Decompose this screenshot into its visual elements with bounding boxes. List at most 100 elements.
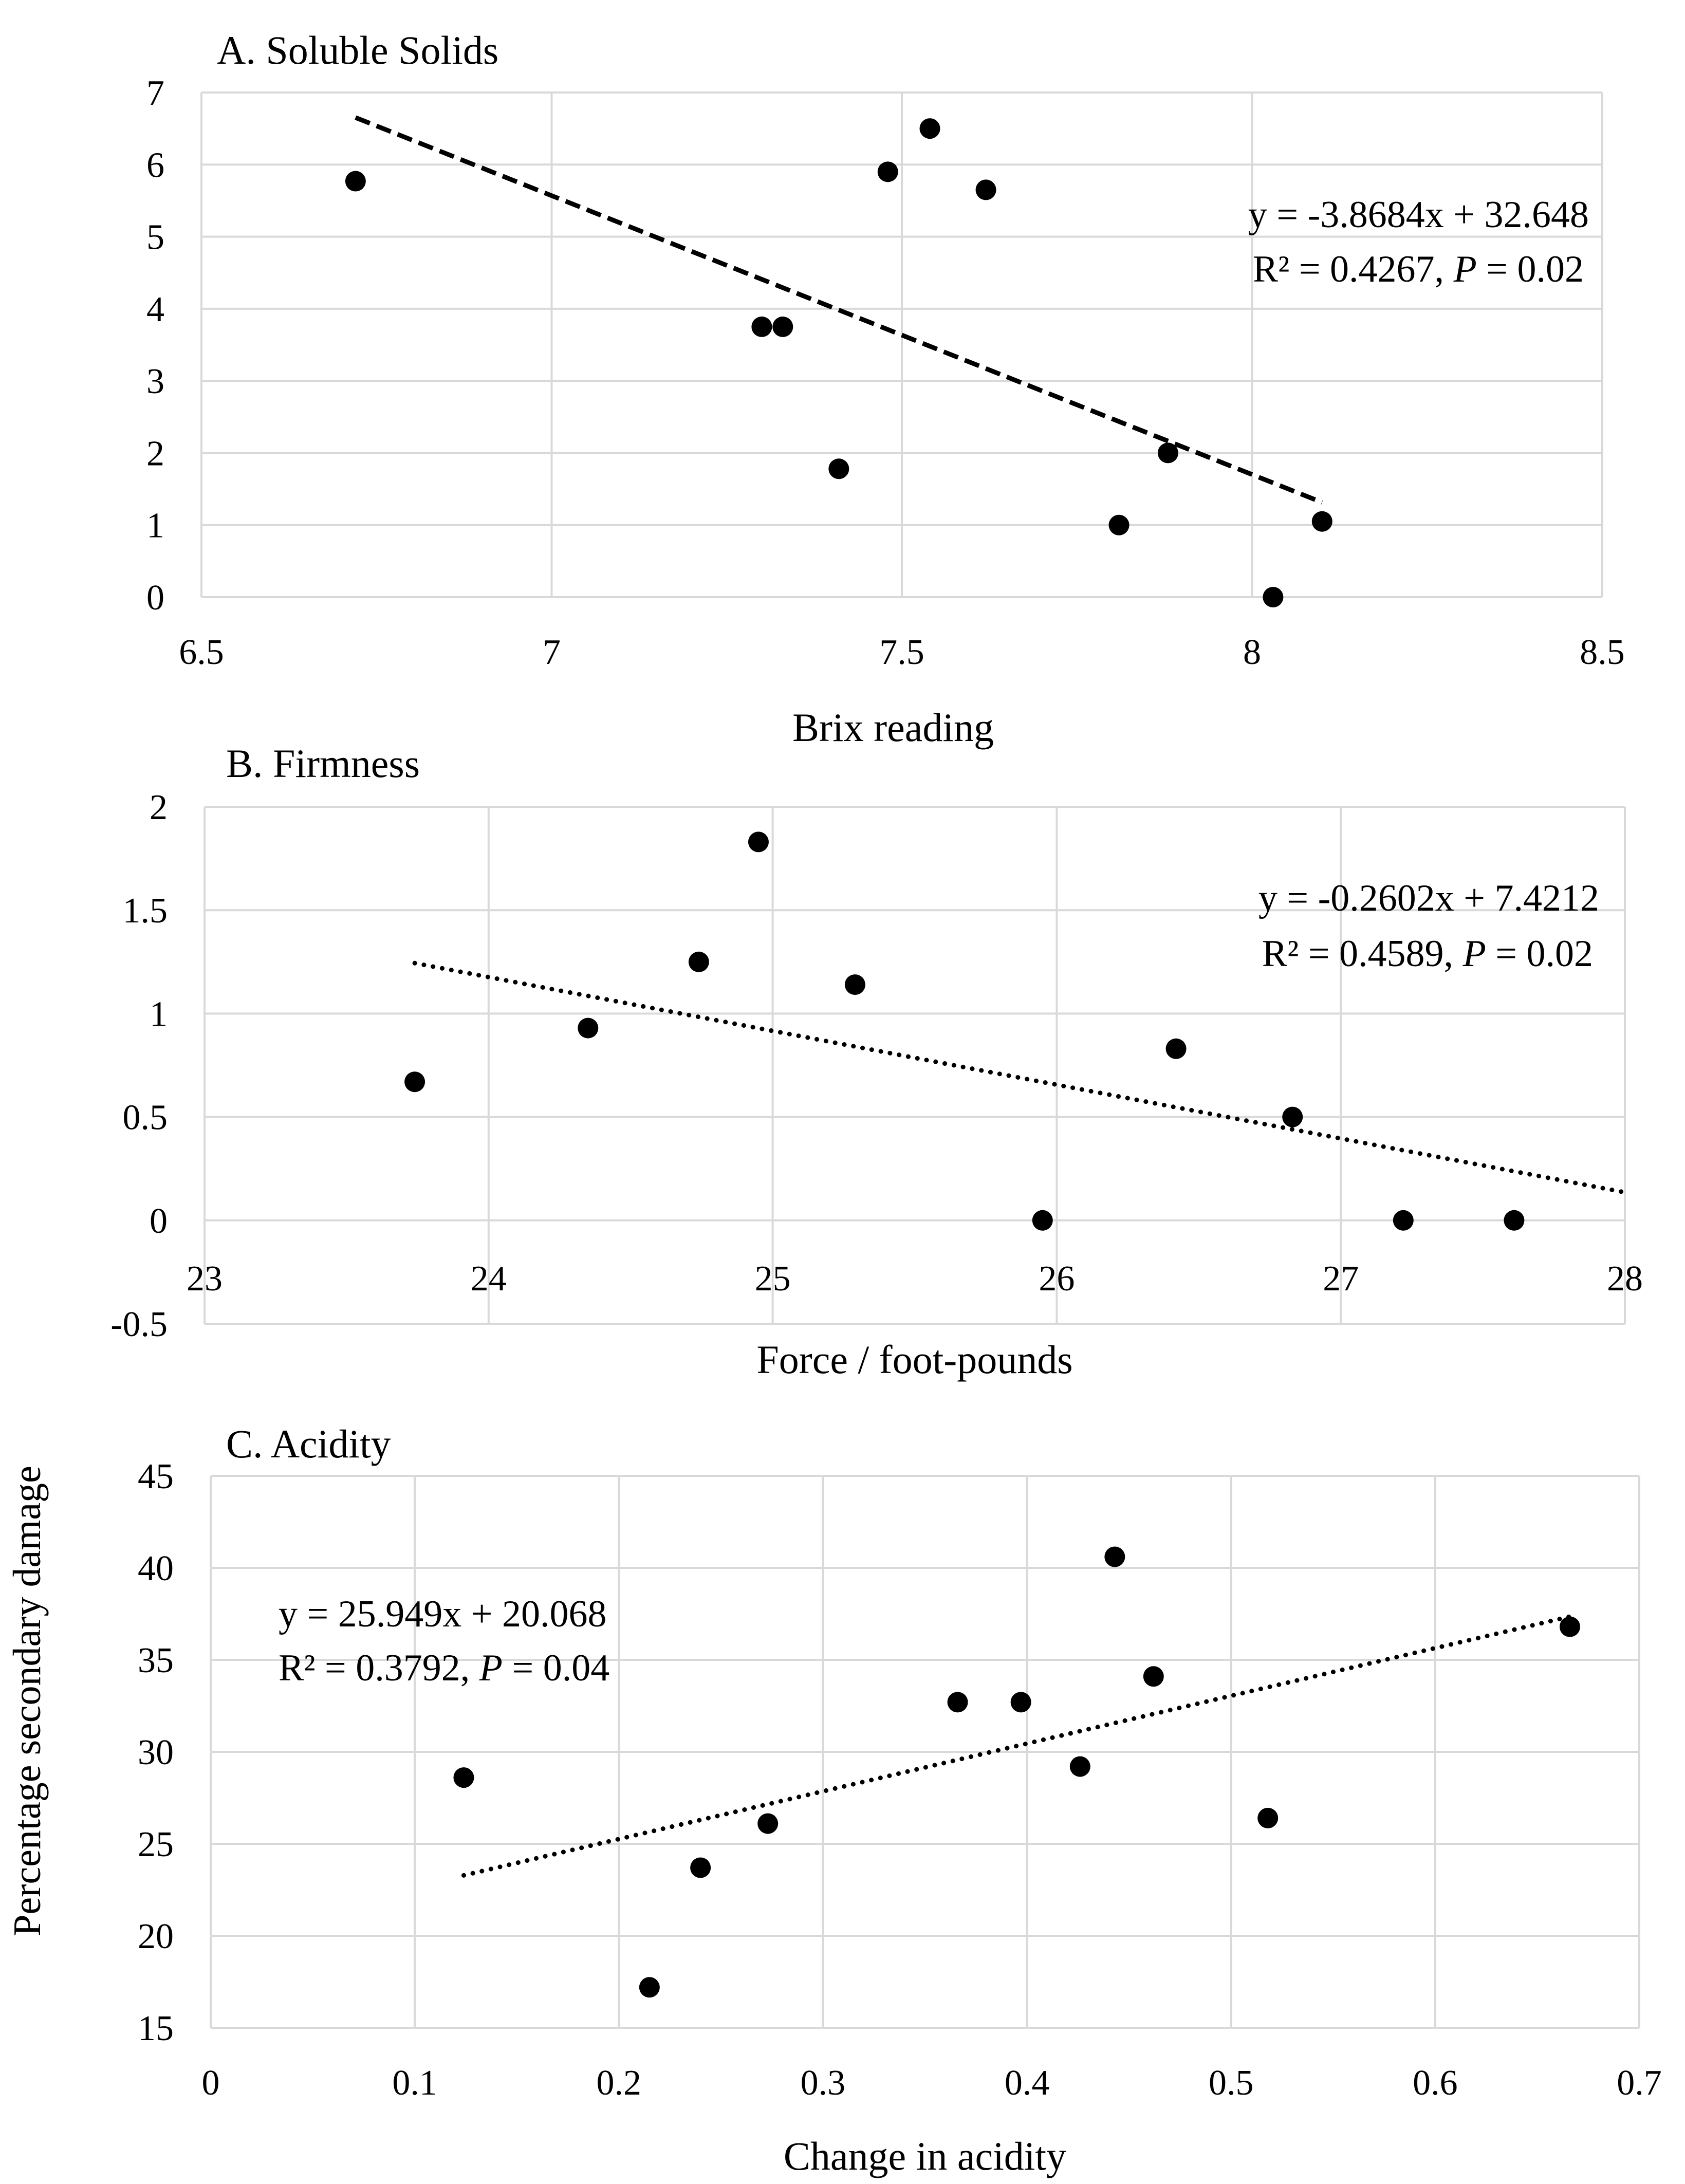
data-point: [688, 951, 709, 972]
trendline: [355, 115, 1323, 505]
data-point: [453, 1767, 474, 1788]
equation-label-firmness: y = -0.2602x + 7.4212: [1258, 877, 1599, 919]
data-point: [1263, 587, 1284, 607]
data-point: [1257, 1807, 1279, 1828]
shared-y-axis-label: Percentage secondary damage: [6, 1466, 49, 1936]
p-symbol-firmness: P: [1462, 933, 1486, 975]
y-tick-label: 25: [138, 1825, 174, 1864]
p-value-firmness: = 0.02: [1486, 933, 1593, 975]
chart-panel-firmness: 23 24 25 26 27 28 -0.5 0 0.5 1 1.5 2 B. Firmness F…: [110, 741, 1643, 1382]
y-tick-label: 45: [138, 1457, 174, 1496]
data-point: [1010, 1692, 1031, 1713]
data-point: [1108, 514, 1129, 535]
data-point: [947, 1692, 968, 1713]
x-tick-label: 0.7: [1617, 2063, 1662, 2103]
x-tick-label: 27: [1323, 1259, 1359, 1299]
x-tick-labels-soluble-solids: 6.5 7 7.5 8 8.5: [179, 633, 1625, 672]
data-point: [919, 118, 940, 139]
data-point: [757, 1813, 779, 1834]
trendline: [412, 960, 1627, 1195]
x-tick-label: 7.5: [879, 633, 924, 672]
data-point: [690, 1857, 711, 1878]
x-tick-label: 25: [755, 1259, 791, 1299]
y-tick-label: 6: [146, 145, 164, 185]
data-point: [772, 316, 793, 337]
data-point: [1559, 1616, 1580, 1637]
r2-label-firmness: R² = 0.4589, P = 0.02: [1262, 933, 1593, 975]
data-points-acidity: [453, 1546, 1580, 1998]
x-tick-label: 0.5: [1209, 2063, 1254, 2103]
p-symbol-acidity: P: [479, 1647, 503, 1689]
r2-label-acidity: R² = 0.3792, P = 0.04: [279, 1647, 609, 1689]
data-point: [1069, 1756, 1090, 1777]
y-tick-label: 20: [138, 1917, 174, 1956]
data-point: [1143, 1666, 1164, 1687]
chart-panel-soluble-solids: 6.5 7 7.5 8 8.5 0 1 2 3 4 5 6 7 A. Soluble Solids B…: [146, 28, 1625, 750]
data-point: [1032, 1210, 1053, 1231]
y-tick-label: 30: [138, 1733, 174, 1772]
x-tick-label: 0.4: [1005, 2063, 1050, 2103]
y-tick-label: 1: [146, 506, 164, 546]
y-tick-label: -0.5: [110, 1305, 168, 1344]
y-tick-label: 0: [146, 578, 164, 618]
x-axis-label-firmness: Force / foot-pounds: [756, 1337, 1072, 1382]
gridlines-firmness: [203, 806, 1626, 1325]
chart-title-soluble-solids: A. Soluble Solids: [217, 28, 498, 72]
x-tick-label: 0.2: [597, 2063, 642, 2103]
r2-value-soluble-solids: R² = 0.4267,: [1253, 248, 1454, 290]
x-tick-label: 0: [202, 2063, 220, 2103]
y-tick-label: 3: [146, 362, 164, 401]
data-point: [578, 1017, 599, 1039]
y-tick-label: 1: [150, 994, 168, 1034]
chart-title-acidity: C. Acidity: [226, 1421, 391, 1466]
chart-title-firmness: B. Firmness: [226, 741, 420, 786]
data-point: [1311, 511, 1332, 532]
data-point: [748, 831, 769, 853]
data-point: [1393, 1210, 1414, 1231]
y-tick-labels-soluble-solids: 0 1 2 3 4 5 6 7: [146, 73, 164, 618]
data-point: [404, 1071, 425, 1093]
data-point: [975, 179, 996, 200]
data-point: [828, 458, 849, 479]
x-tick-label: 6.5: [179, 633, 224, 672]
y-tick-label: 5: [146, 218, 164, 257]
p-value-soluble-solids: = 0.02: [1477, 248, 1584, 290]
x-tick-labels-acidity: 0 0.1 0.2 0.3 0.4 0.5 0.6 0.7: [202, 2063, 1662, 2103]
y-tick-label: 35: [138, 1641, 174, 1680]
y-tick-label: 4: [146, 290, 164, 329]
equation-label-soluble-solids: y = -3.8684x + 32.648: [1248, 194, 1589, 236]
y-tick-label: 2: [150, 788, 168, 827]
x-tick-label: 0.1: [392, 2063, 437, 2103]
trendline-firmness: [412, 960, 1627, 1195]
data-point: [639, 1977, 660, 1998]
data-point: [1165, 1038, 1187, 1059]
data-point: [751, 316, 772, 337]
x-axis-label-soluble-solids: Brix reading: [792, 705, 994, 750]
p-value-acidity: = 0.04: [503, 1647, 609, 1689]
chart-panel-acidity: 0 0.1 0.2 0.3 0.4 0.5 0.6 0.7 15 20 25 30 35 40 45 C.…: [138, 1421, 1662, 2178]
x-tick-label: 28: [1607, 1259, 1643, 1299]
x-tick-label: 0.3: [801, 2063, 846, 2103]
x-tick-label: 24: [471, 1259, 507, 1299]
y-tick-labels-firmness: -0.5 0 0.5 1 1.5 2: [110, 788, 168, 1344]
y-tick-label: 0: [150, 1201, 168, 1241]
data-point: [1157, 442, 1178, 464]
gridlines-soluble-solids: [200, 91, 1603, 598]
data-point: [844, 974, 865, 995]
x-tick-labels-firmness: 23 24 25 26 27 28: [187, 1259, 1643, 1299]
x-tick-label: 7: [543, 633, 561, 672]
x-tick-label: 23: [187, 1259, 223, 1299]
data-point: [1282, 1106, 1303, 1127]
y-tick-label: 7: [146, 73, 164, 113]
y-tick-label: 2: [146, 434, 164, 473]
data-point: [1104, 1546, 1125, 1567]
r2-label-soluble-solids: R² = 0.4267, P = 0.02: [1253, 248, 1584, 290]
data-point: [345, 171, 366, 192]
y-tick-label: 40: [138, 1549, 174, 1588]
trendline-acidity: [461, 1614, 1572, 1878]
y-tick-label: 1.5: [123, 891, 168, 931]
y-tick-label: 0.5: [123, 1098, 168, 1138]
r2-value-firmness: R² = 0.4589,: [1262, 933, 1463, 975]
x-tick-label: 26: [1039, 1259, 1075, 1299]
